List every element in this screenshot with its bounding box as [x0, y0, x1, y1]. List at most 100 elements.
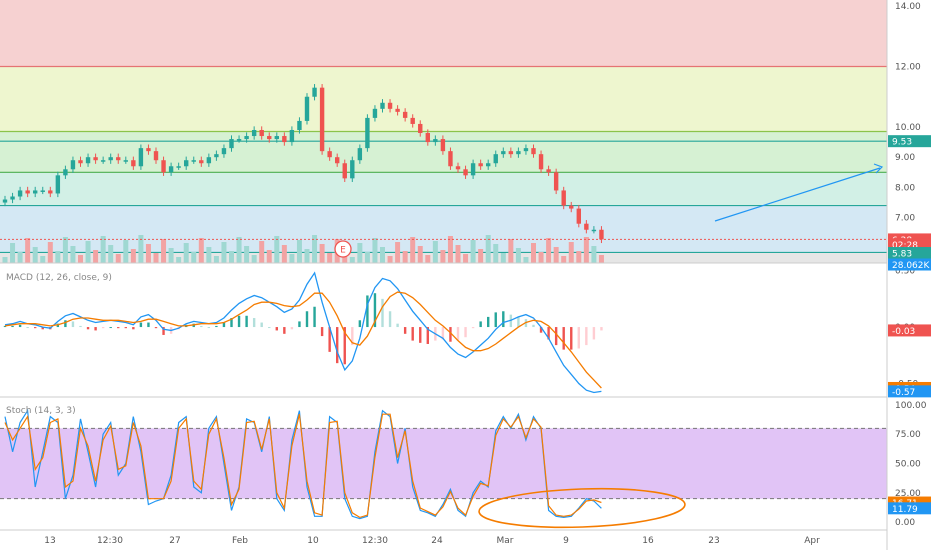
volume-bar: [447, 236, 453, 263]
volume-bar: [531, 243, 536, 263]
volume-bar: [410, 237, 416, 263]
macd-histogram-bar: [41, 327, 44, 330]
volume-bar: [440, 250, 446, 263]
price-axis-bg: [887, 0, 932, 550]
volume-bar: [108, 245, 114, 263]
price-tick: 12.00: [895, 63, 921, 73]
volume-bar: [402, 251, 408, 263]
volume-bar: [500, 253, 506, 263]
macd-histogram-bar: [320, 327, 324, 337]
stoch-tick: 50.00: [895, 460, 921, 470]
volume-bar: [432, 241, 438, 263]
volume-bar: [266, 250, 272, 263]
macd-histogram-bar: [547, 327, 550, 340]
volume-bar: [191, 252, 197, 263]
candle: [531, 148, 536, 155]
macd-histogram-bar: [64, 320, 67, 328]
macd-histogram-bar: [502, 311, 505, 328]
candle: [244, 136, 249, 140]
volume-bar: [561, 256, 567, 263]
volume-bar: [85, 241, 91, 263]
macd-histogram-bar: [124, 327, 127, 329]
macd-histogram-bar: [245, 315, 248, 328]
macd-histogram-bar: [71, 321, 75, 328]
macd-histogram-bar: [139, 322, 143, 328]
macd-histogram-bar: [147, 322, 150, 328]
candle: [538, 154, 544, 170]
volume-bar: [478, 249, 484, 263]
volume-bar: [198, 238, 204, 263]
volume-bar: [576, 251, 582, 263]
candle: [153, 151, 159, 161]
macd-histogram-bar: [207, 327, 211, 329]
price-badge-label: 02:28: [892, 241, 918, 251]
macd-histogram-bar: [373, 293, 377, 328]
candle: [274, 136, 279, 140]
macd-histogram-bar: [366, 295, 369, 328]
candle: [433, 139, 438, 143]
candle: [63, 169, 68, 176]
volume-bar: [591, 246, 597, 263]
candle: [289, 129, 295, 143]
price-tick: 14.00: [895, 2, 921, 12]
stoch-title: Stoch (14, 3, 3): [6, 406, 76, 416]
volume-bar: [229, 251, 234, 263]
volume-bar: [78, 255, 83, 263]
macd-histogram-bar: [449, 327, 452, 342]
volume-bar: [568, 242, 574, 263]
candle: [523, 148, 529, 152]
volume-bar: [387, 256, 393, 263]
macd-histogram-bar: [26, 327, 29, 329]
volume-bar: [25, 238, 31, 263]
time-tick: Apr: [804, 536, 820, 546]
candle: [455, 166, 461, 170]
candle: [342, 163, 347, 179]
volume-bar: [515, 248, 521, 263]
highlight-ellipse: [478, 487, 686, 529]
macd-histogram-bar: [479, 321, 482, 328]
macd-histogram-bar: [441, 327, 445, 340]
volume-bar: [319, 244, 325, 263]
fib-zone-3: [0, 172, 887, 206]
macd-histogram-bar: [3, 325, 7, 328]
candle: [251, 129, 257, 137]
macd-histogram-bar: [396, 323, 399, 328]
candle: [2, 199, 8, 203]
macd-histogram-bar: [343, 327, 346, 365]
fib-zone-0: [0, 0, 887, 67]
volume-bar: [100, 236, 106, 263]
macd-line: [4, 271, 602, 394]
candle: [591, 229, 597, 232]
volume-bar: [259, 241, 265, 263]
candle: [184, 160, 189, 167]
stoch-pane[interactable]: [0, 408, 887, 531]
time-tick: 13: [44, 536, 55, 546]
price-tick: 7.00: [895, 214, 915, 224]
volume-bar: [213, 256, 219, 263]
volume-bar: [425, 255, 431, 263]
volume-bar: [493, 244, 499, 263]
candle: [553, 172, 559, 191]
price-badge: [888, 502, 931, 515]
macd-histogram-bar: [290, 327, 294, 330]
candle: [33, 190, 38, 194]
time-tick: 16: [642, 536, 654, 546]
candle: [357, 148, 363, 161]
volume-bar: [206, 247, 212, 263]
volume-bar: [380, 247, 385, 263]
candle: [350, 160, 355, 179]
macd-histogram-bar: [358, 320, 362, 328]
fib-zone-4: [0, 205, 887, 253]
price-badge-label: -0.57: [892, 388, 915, 398]
volume-bar: [115, 254, 121, 263]
stoch-d-line: [4, 413, 602, 519]
time-tick: 10: [307, 536, 319, 546]
macd-histogram-bar: [577, 327, 580, 349]
macd-histogram-bar: [336, 327, 339, 364]
macd-pane[interactable]: [0, 271, 887, 398]
volume-bar: [168, 248, 174, 263]
price-pane[interactable]: E: [0, 0, 887, 264]
candle: [138, 148, 144, 167]
macd-title: MACD (12, 26, close, 9): [6, 273, 112, 283]
volume-bar: [221, 242, 227, 263]
